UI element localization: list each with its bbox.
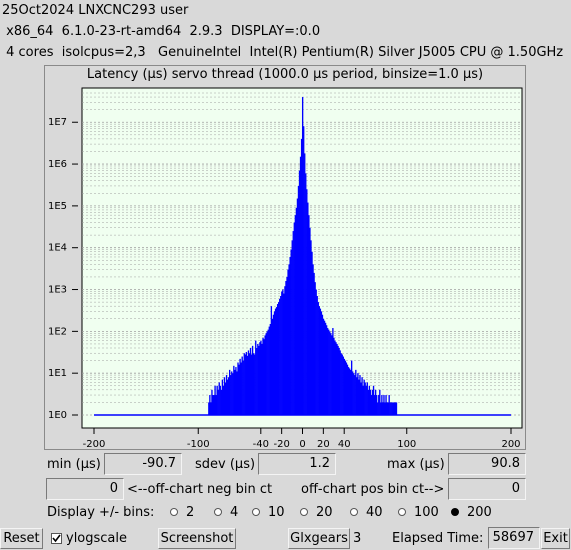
bins-option-20[interactable]: 20: [300, 503, 333, 521]
bins-label: Display +/- bins:: [47, 505, 155, 520]
radio-dot[interactable]: [398, 508, 406, 516]
max-label: max (µs): [387, 457, 445, 472]
glxgears-button[interactable]: Glxgears: [288, 528, 350, 549]
elapsed-label: Elapsed Time:: [392, 531, 484, 546]
radio-dot[interactable]: [451, 508, 459, 516]
bins-option-40[interactable]: 40: [350, 503, 383, 521]
min-label: min (µs): [47, 457, 101, 472]
reset-button[interactable]: Reset: [0, 528, 43, 549]
offchart-neg-label: <--off-chart neg bin ct: [127, 482, 273, 497]
min-value: -90.7: [104, 453, 182, 475]
exit-button[interactable]: Exit: [541, 528, 570, 549]
offchart-pos-value: 0: [448, 478, 526, 500]
bins-option-10[interactable]: 10: [252, 503, 285, 521]
radio-dot[interactable]: [214, 508, 222, 516]
radio-label: 20: [316, 504, 333, 520]
radio-dot[interactable]: [252, 508, 260, 516]
radio-label: 100: [414, 504, 439, 520]
elapsed-value: 58697: [488, 527, 540, 549]
header-line-3: 4 cores isolcpus=2,3 GenuineIntel Intel(…: [2, 45, 564, 60]
header-line-1: 25Oct2024 LNXCNC293 user: [2, 3, 189, 18]
radio-label: 10: [268, 504, 285, 520]
bins-option-4[interactable]: 4: [214, 503, 238, 521]
radio-dot[interactable]: [300, 508, 308, 516]
sdev-value: 1.2: [258, 453, 336, 475]
radio-label: 40: [366, 504, 383, 520]
glxgears-count: 3: [353, 531, 362, 546]
bins-option-2[interactable]: 2: [170, 503, 194, 521]
radio-dot[interactable]: [350, 508, 358, 516]
radio-label: 200: [467, 504, 492, 520]
radio-dot[interactable]: [170, 508, 178, 516]
bins-option-100[interactable]: 100: [398, 503, 439, 521]
header-line-2: x86_64 6.1.0-23-rt-amd64 2.9.3 DISPLAY=:…: [2, 24, 321, 39]
radio-label: 4: [230, 504, 239, 520]
offchart-neg-value: 0: [46, 478, 124, 500]
bins-option-200[interactable]: 200: [451, 503, 492, 521]
max-value: 90.8: [448, 453, 526, 475]
ylogscale-label: ylogscale: [66, 531, 128, 546]
checkbox-box[interactable]: [51, 533, 62, 544]
sdev-label: sdev (µs): [195, 457, 256, 472]
radio-label: 2: [186, 504, 195, 520]
screenshot-button[interactable]: Screenshot: [158, 528, 236, 549]
chart-title: Latency (µs) servo thread (1000.0 µs per…: [86, 67, 484, 82]
ylogscale-checkbox[interactable]: ylogscale: [51, 531, 127, 546]
chart-panel: Latency (µs) servo thread (1000.0 µs per…: [44, 65, 526, 450]
offchart-pos-label: off-chart pos bin ct-->: [301, 482, 445, 497]
